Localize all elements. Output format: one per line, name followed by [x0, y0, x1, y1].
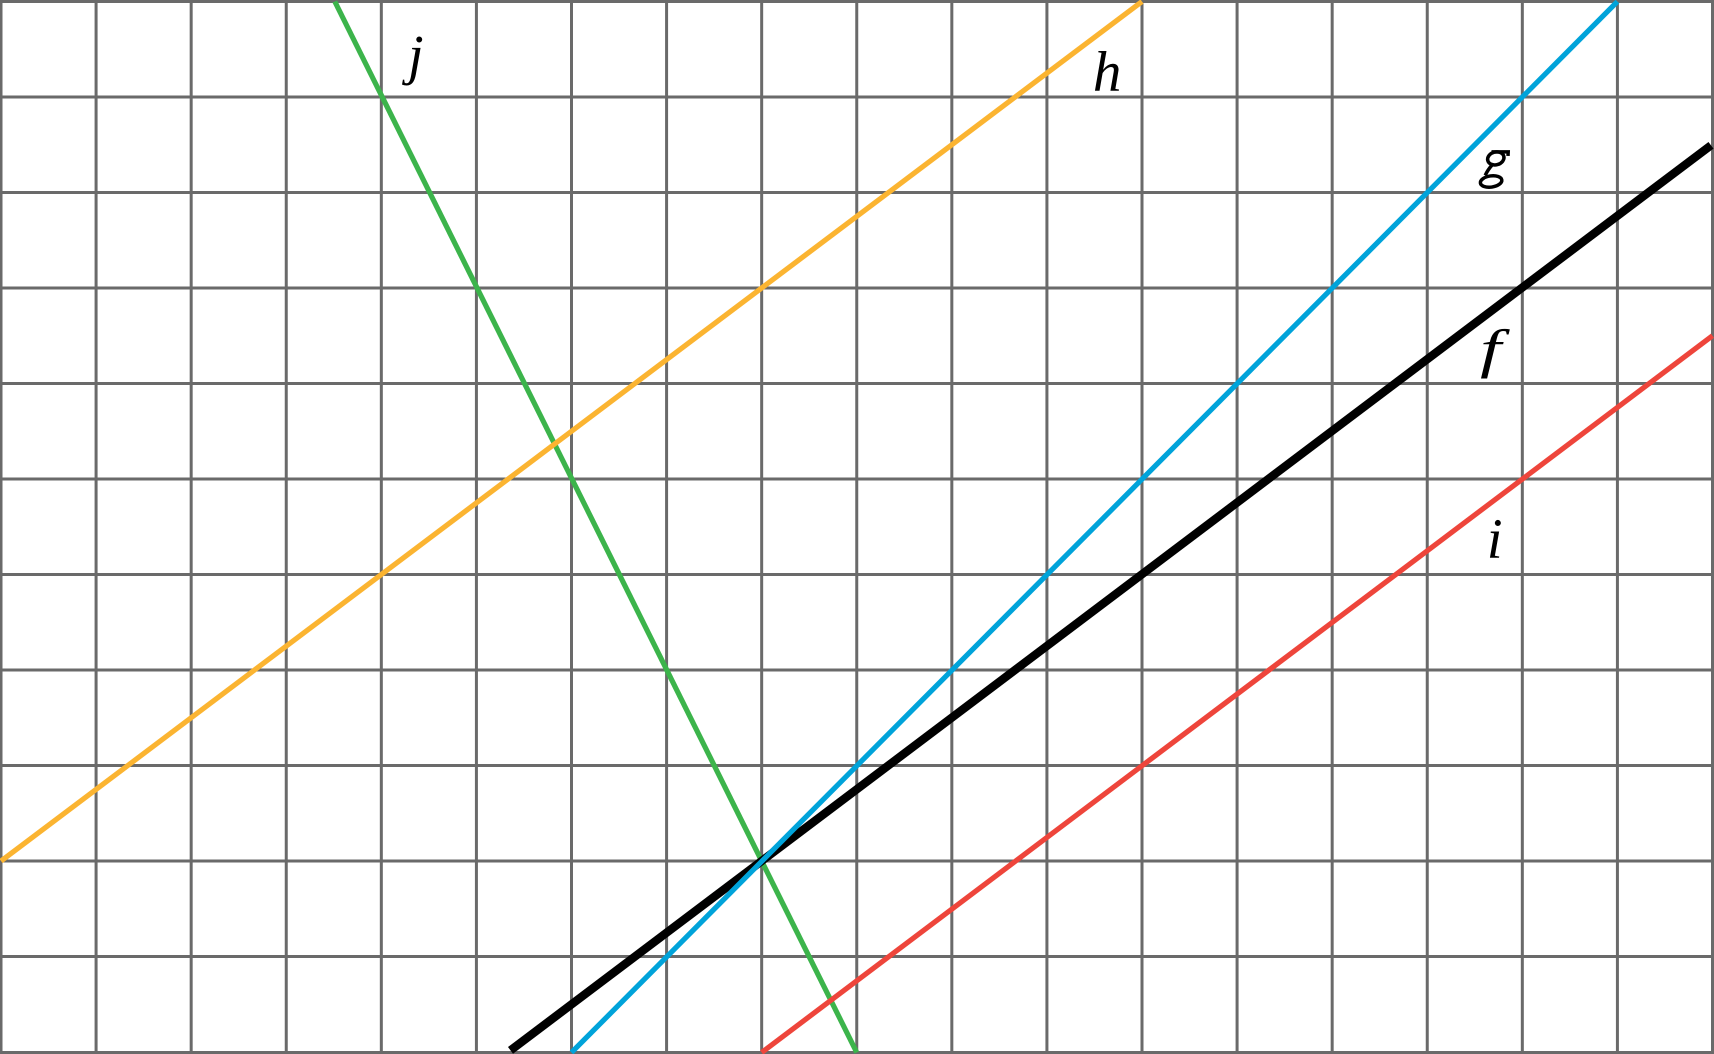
svg-text:i: i — [1487, 508, 1503, 571]
svg-text:h: h — [1093, 41, 1122, 104]
svg-text:j: j — [402, 25, 424, 87]
